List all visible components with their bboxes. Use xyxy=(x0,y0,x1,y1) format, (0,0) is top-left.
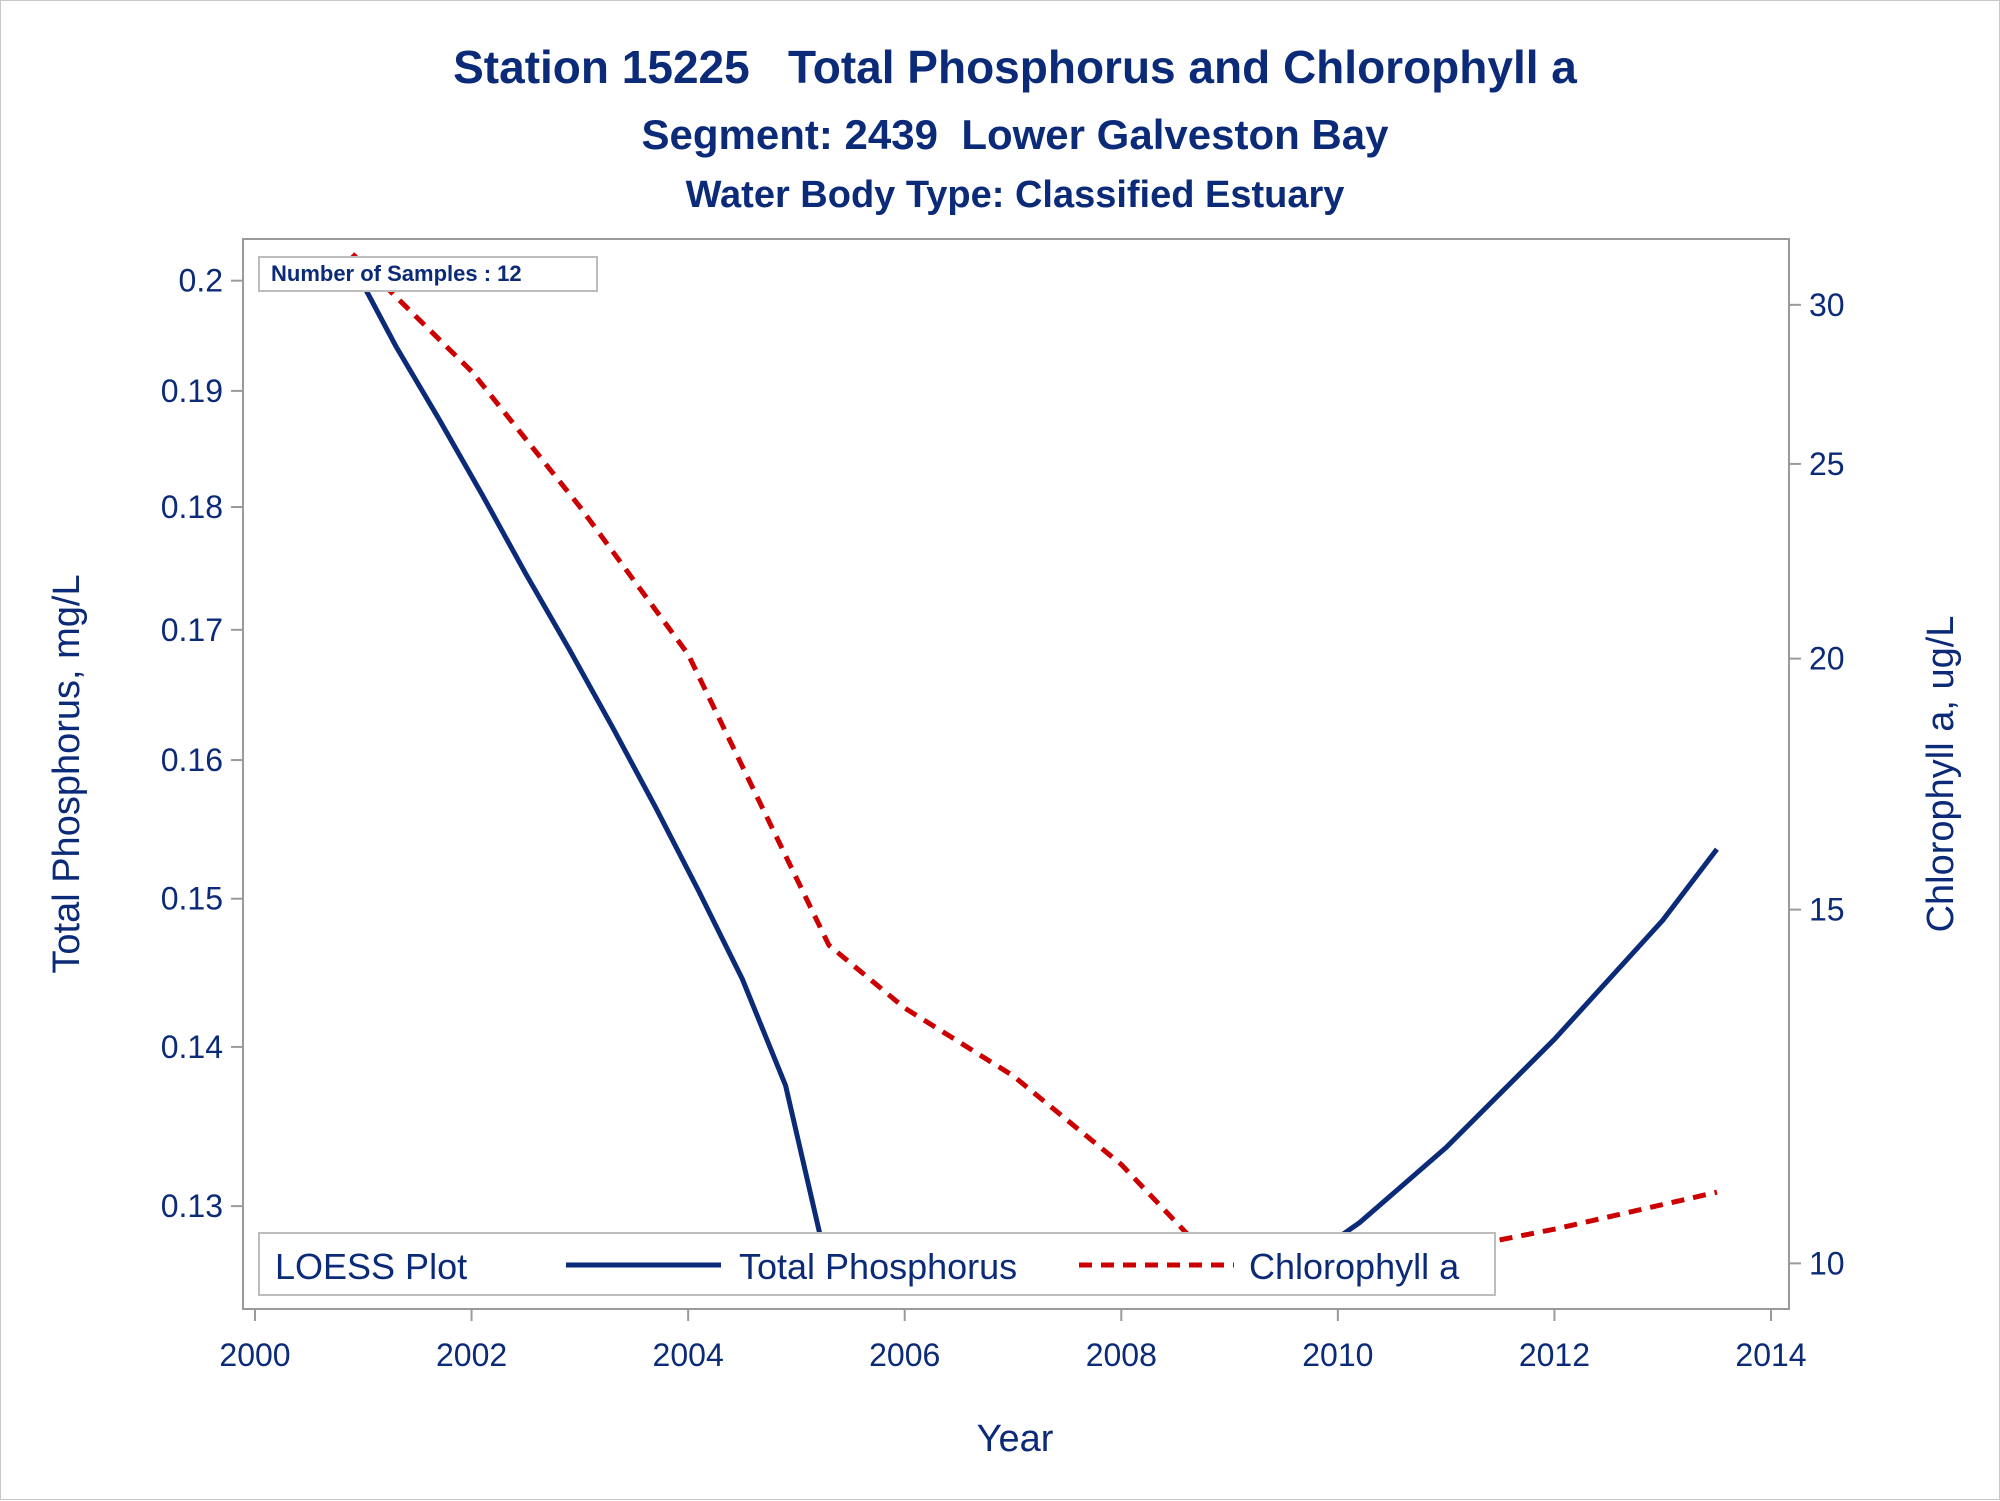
x-tick-label-5: 2010 xyxy=(1302,1337,1373,1373)
plot-area xyxy=(242,238,1790,1310)
y-tick-label-1: 0.14 xyxy=(161,1029,223,1065)
x-tick-label-4: 2008 xyxy=(1086,1337,1157,1373)
x-tick-label-6: 2012 xyxy=(1519,1337,1590,1373)
y-tick-label-7: 0.2 xyxy=(179,263,223,299)
y-tick-label-0: 0.13 xyxy=(161,1188,223,1224)
x-tick-label-7: 2014 xyxy=(1735,1337,1806,1373)
x-axis: 2000 2002 2004 2006 2008 2010 2012 2014 xyxy=(219,1309,1807,1373)
legend: LOESS Plot Total Phosphorus Chlorophyll … xyxy=(258,1232,1496,1296)
y-tick-label-4: 0.17 xyxy=(161,612,223,648)
series-line-chlorophyll-a xyxy=(350,252,1718,1293)
y-tick-label-6: 0.19 xyxy=(161,373,223,409)
y-tick-label-5: 0.18 xyxy=(161,489,223,525)
legend-entry-chlorophyll-a: Chlorophyll a xyxy=(1249,1246,1460,1287)
y-tick-label-2: 0.15 xyxy=(161,881,223,917)
x-tick-label-0: 2000 xyxy=(219,1337,290,1373)
y2-tick-label-4: 30 xyxy=(1809,287,1845,323)
legend-title: LOESS Plot xyxy=(275,1246,467,1287)
x-tick-label-3: 2006 xyxy=(869,1337,940,1373)
y2-tick-label-1: 15 xyxy=(1809,892,1845,928)
x-tick-label-2: 2004 xyxy=(653,1337,724,1373)
x-tick-label-1: 2002 xyxy=(436,1337,507,1373)
y-axis-label: Total Phosphorus, mg/L xyxy=(46,574,88,973)
series-line-total-phosphorus xyxy=(350,263,1719,1295)
sample-count-annotation: Number of Samples : 12 xyxy=(258,256,598,292)
y2-tick-label-3: 25 xyxy=(1809,446,1845,482)
chart-subtitle: Segment: 2439 Lower Galveston Bay xyxy=(642,111,1390,158)
y-axis-right: 10 15 20 25 30 xyxy=(1789,287,1845,1281)
x-axis-label: Year xyxy=(977,1418,1054,1460)
legend-entry-total-phosphorus: Total Phosphorus xyxy=(739,1246,1017,1287)
series-layer xyxy=(350,252,1719,1295)
chart-title: Station 15225 Total Phosphorus and Chlor… xyxy=(453,41,1577,93)
y2-axis-label: Chlorophyll a, ug/L xyxy=(1920,616,1962,933)
chart-subtitle-2: Water Body Type: Classified Estuary xyxy=(686,174,1345,216)
y2-tick-label-2: 20 xyxy=(1809,641,1845,677)
y-tick-label-3: 0.16 xyxy=(161,742,223,778)
y2-tick-label-0: 10 xyxy=(1809,1245,1845,1281)
annotation-text: Number of Samples : 12 xyxy=(271,261,522,286)
annotation-box xyxy=(258,256,598,292)
legend-box xyxy=(258,1232,1496,1296)
y-axis-left: 0.13 0.14 0.15 0.16 0.17 0.18 0.19 0.2 xyxy=(161,263,243,1224)
